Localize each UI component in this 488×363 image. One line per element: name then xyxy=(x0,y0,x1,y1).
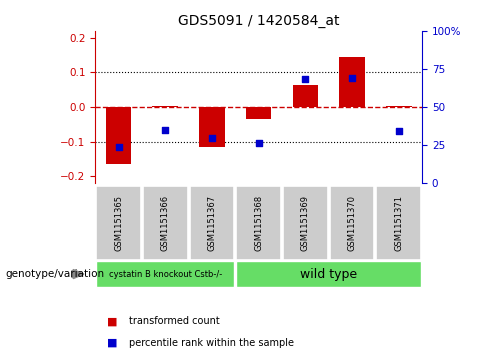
Bar xyxy=(339,57,365,107)
Bar xyxy=(106,107,131,164)
Point xyxy=(395,129,403,134)
Text: GSM1151369: GSM1151369 xyxy=(301,195,310,251)
Text: ■: ■ xyxy=(107,316,118,326)
Text: GSM1151370: GSM1151370 xyxy=(347,195,357,251)
Point xyxy=(255,140,263,146)
Text: GSM1151371: GSM1151371 xyxy=(394,195,403,251)
Point xyxy=(208,135,216,141)
Text: cystatin B knockout Cstb-/-: cystatin B knockout Cstb-/- xyxy=(109,270,222,278)
Bar xyxy=(386,106,411,107)
Text: wild type: wild type xyxy=(300,268,357,281)
Text: genotype/variation: genotype/variation xyxy=(5,269,104,279)
Bar xyxy=(246,107,271,119)
Point xyxy=(302,77,309,82)
Text: GSM1151367: GSM1151367 xyxy=(207,195,217,251)
Text: GSM1151366: GSM1151366 xyxy=(161,195,170,251)
Title: GDS5091 / 1420584_at: GDS5091 / 1420584_at xyxy=(178,15,339,28)
Bar xyxy=(199,107,225,147)
Text: ■: ■ xyxy=(107,338,118,348)
Point xyxy=(115,144,122,150)
Point xyxy=(348,75,356,81)
Text: transformed count: transformed count xyxy=(129,316,220,326)
Bar xyxy=(292,85,318,107)
Text: GSM1151365: GSM1151365 xyxy=(114,195,123,251)
Point xyxy=(162,127,169,132)
Text: percentile rank within the sample: percentile rank within the sample xyxy=(129,338,294,348)
Text: GSM1151368: GSM1151368 xyxy=(254,195,263,251)
Bar xyxy=(152,106,178,107)
